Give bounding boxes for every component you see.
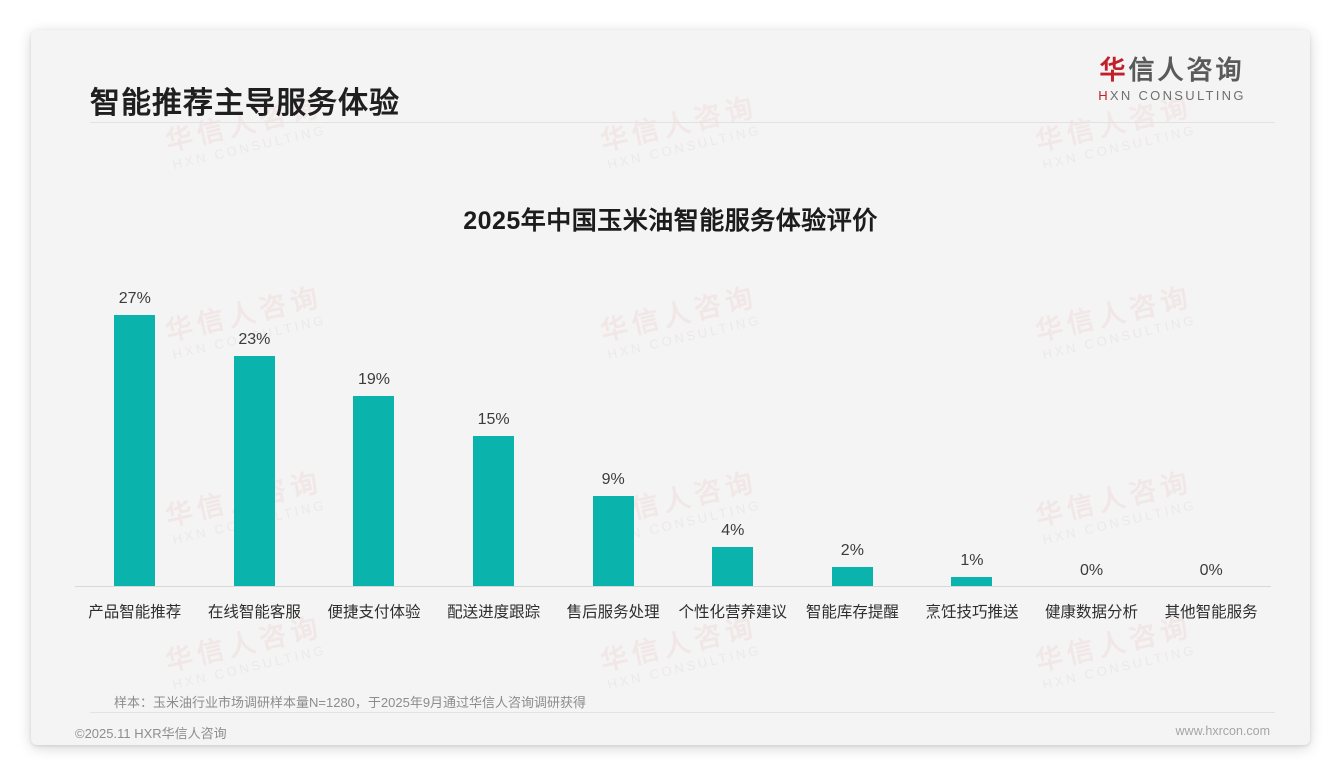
bar-value-label: 19% xyxy=(357,370,390,388)
logo-en-rest: XN CONSULTING xyxy=(1109,87,1246,103)
bar-value-label: 23% xyxy=(238,330,271,348)
bar-column[interactable]: 0% xyxy=(1032,257,1152,587)
x-axis-label: 个性化营养建议 xyxy=(678,604,788,621)
bar-column[interactable]: 27% xyxy=(75,257,195,587)
bar-value-label: 27% xyxy=(118,290,151,308)
bar-column[interactable]: 4% xyxy=(673,257,793,587)
bar-chart-plot: 27% 23% 19% 15% 9% 4% 2% 1% 0% 0% xyxy=(75,257,1271,587)
x-axis-label: 智能库存提醒 xyxy=(805,604,899,621)
bar-column[interactable]: 15% xyxy=(434,257,554,587)
bar[interactable] xyxy=(114,315,156,587)
bar-column[interactable]: 1% xyxy=(912,257,1032,587)
bar-value-label: 2% xyxy=(840,541,864,559)
slide-card: 华信人咨询 HXN CONSULTING 华信人咨询 HXN CONSULTIN… xyxy=(31,30,1310,745)
bar-column[interactable]: 2% xyxy=(793,257,913,587)
x-axis-label: 烹饪技巧推送 xyxy=(925,604,1019,621)
bar-series: 27% 23% 19% 15% 9% 4% 2% 1% 0% 0% xyxy=(75,257,1271,587)
bar[interactable] xyxy=(353,395,395,587)
x-axis-label: 配送进度跟踪 xyxy=(447,604,541,621)
bar[interactable] xyxy=(473,436,515,587)
x-axis-label: 健康数据分析 xyxy=(1045,604,1139,621)
bar[interactable] xyxy=(831,566,873,587)
x-axis-tick-labels: 产品智能推荐 在线智能客服 便捷支付体验 配送进度跟踪 售后服务处理 个性化营养建议 智能库… xyxy=(75,600,1271,622)
bar[interactable] xyxy=(712,546,754,587)
chart-title: 2025年中国玉米油智能服务体验评价 xyxy=(463,207,878,235)
page-title: 智能推荐主导服务体验 xyxy=(90,87,400,120)
slide-header: 智能推荐主导服务体验 华信人咨询 HXN CONSULTING xyxy=(31,30,1310,123)
bar-value-label: 1% xyxy=(960,551,984,569)
copyright-text: ©2025.11 HXR华信人咨询 xyxy=(75,726,227,741)
slide-footer: ©2025.11 HXR华信人咨询 www.hxrcon.com xyxy=(31,718,1310,745)
bar-value-label: 9% xyxy=(601,471,625,489)
logo-chinese-text: 华信人咨询 xyxy=(1072,56,1272,85)
x-axis-label: 其他智能服务 xyxy=(1164,604,1258,621)
bar-value-label: 15% xyxy=(477,411,510,429)
x-axis-label: 产品智能推荐 xyxy=(88,604,182,621)
x-axis-label: 售后服务处理 xyxy=(566,604,660,621)
bar-column[interactable]: 19% xyxy=(314,257,434,587)
footer-divider xyxy=(90,712,1275,713)
bar[interactable] xyxy=(951,576,993,587)
bar-value-label: 0% xyxy=(1079,562,1104,579)
bar[interactable] xyxy=(592,496,634,587)
website-link[interactable]: www.hxrcon.com xyxy=(1175,724,1270,738)
logo-en-first-char: H xyxy=(1098,87,1110,103)
bar-value-label: 0% xyxy=(1199,562,1223,579)
logo-cn-rest: 信人咨询 xyxy=(1128,55,1245,85)
bar-column[interactable]: 0% xyxy=(1151,257,1271,587)
bar-column[interactable]: 9% xyxy=(553,257,673,587)
x-axis-label: 便捷支付体验 xyxy=(327,604,421,621)
bar-value-label: 4% xyxy=(721,521,745,539)
logo-english-text: HXN CONSULTING xyxy=(1072,88,1272,103)
chart-footnote: 样本：玉米油行业市场调研样本量N=1280，于2025年9月通过华信人咨询调研获… xyxy=(114,695,587,710)
chart-container: 2025年中国玉米油智能服务体验评价 27% 23% 19% 15% 9% 4% 2% 1% 0… xyxy=(31,122,1310,682)
x-axis-line xyxy=(75,586,1271,587)
header-divider xyxy=(90,122,1275,123)
logo-cn-first-char: 华 xyxy=(1099,55,1129,85)
bar-column[interactable]: 23% xyxy=(195,257,315,587)
bar[interactable] xyxy=(233,355,275,587)
company-logo: 华信人咨询 HXN CONSULTING xyxy=(1072,56,1272,103)
x-axis-label: 在线智能客服 xyxy=(207,604,301,621)
